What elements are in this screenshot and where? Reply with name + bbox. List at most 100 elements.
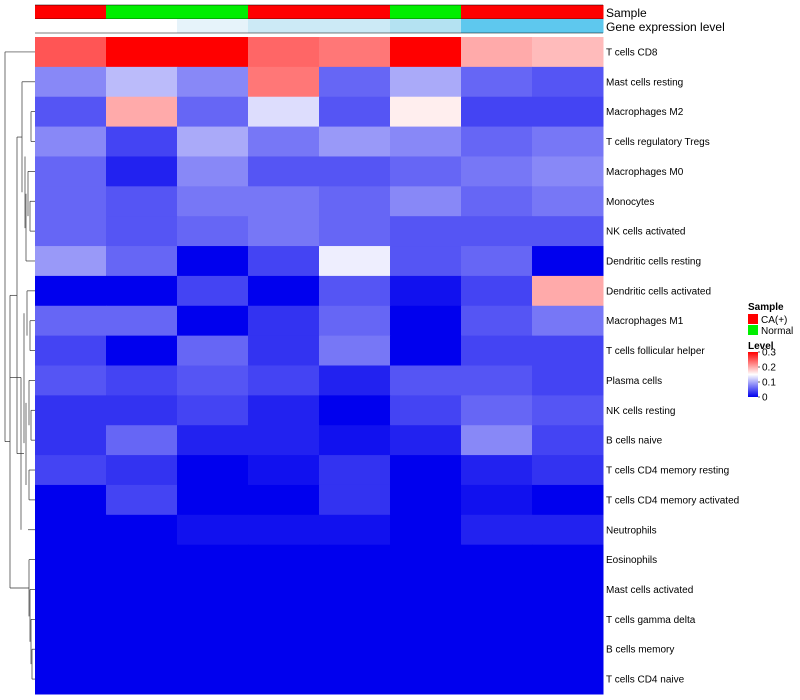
heatmap-cell	[532, 96, 604, 128]
heatmap-cell	[248, 574, 320, 605]
heatmap-cell	[35, 425, 107, 456]
heatmap-cell	[248, 455, 320, 486]
heatmap-cell	[461, 96, 533, 128]
gene-expression-annotation-bar	[35, 19, 604, 34]
heatmap-cell	[319, 634, 391, 665]
heatmap-cell	[248, 544, 320, 576]
sample-annotation-bar	[35, 4, 604, 20]
heatmap-cell	[461, 186, 533, 217]
row-label: NK cells activated	[606, 227, 685, 238]
legend-tick-label: 0	[762, 393, 768, 404]
heatmap-cell	[106, 246, 178, 277]
heatmap-cell	[106, 634, 178, 665]
heatmap-cell	[35, 574, 107, 605]
heatmap-cell	[319, 514, 391, 546]
heatmap-cell	[461, 425, 533, 456]
heatmap-cell	[177, 37, 249, 68]
heatmap-cell	[177, 664, 249, 695]
heatmap-cell	[35, 96, 107, 128]
row-label: Monocytes	[606, 197, 654, 208]
heatmap-cell	[319, 186, 391, 217]
heatmap-cell	[461, 484, 533, 516]
legend-swatch-normal	[748, 325, 758, 335]
row-label: T cells CD4 naive	[606, 675, 685, 686]
heatmap-cell	[35, 37, 107, 68]
heatmap-cell	[319, 66, 391, 98]
heatmap-cell	[461, 604, 533, 635]
sample-annotation-cell	[532, 5, 604, 19]
heatmap-cell	[35, 455, 107, 486]
legend-tick-label: 0.2	[762, 363, 776, 374]
heatmap-cell	[319, 216, 391, 247]
heatmap-cell	[319, 604, 391, 635]
heatmap-cell	[319, 96, 391, 128]
heatmap-cell	[248, 395, 320, 426]
sample-annotation-cell	[35, 5, 107, 19]
heatmap-cell	[35, 544, 107, 576]
heatmap-cell	[177, 156, 249, 187]
heatmap-cell	[532, 574, 604, 605]
heatmap-cell	[35, 305, 107, 337]
heatmap-cell	[35, 514, 107, 546]
heatmap-cell	[248, 664, 320, 695]
heatmap-cell	[390, 66, 462, 98]
heatmap-cell	[532, 305, 604, 337]
heatmap-cell	[390, 604, 462, 635]
heatmap-cell	[35, 604, 107, 635]
heatmap-cell	[177, 544, 249, 576]
gene-expression-annotation-cell	[177, 19, 249, 33]
heatmap-cell	[35, 66, 107, 98]
heatmap-cell	[532, 634, 604, 665]
heatmap-cell	[248, 275, 320, 307]
heatmap-cell	[461, 275, 533, 307]
heatmap-cell	[106, 604, 178, 635]
heatmap-cell	[532, 544, 604, 576]
heatmap-cell	[177, 425, 249, 456]
heatmap-cell	[319, 37, 391, 68]
heatmap-cell	[532, 365, 604, 396]
gene-expression-annotation-cell	[461, 19, 533, 33]
heatmap-cell	[319, 275, 391, 307]
heatmap-cell	[177, 604, 249, 635]
heatmap-cell	[106, 514, 178, 546]
heatmap-cell	[532, 514, 604, 546]
heatmap-cell	[106, 365, 178, 396]
annotation-label-sample: Sample	[606, 6, 647, 20]
heatmap-cell	[177, 96, 249, 128]
heatmap-cell	[248, 604, 320, 635]
heatmap-cell	[532, 455, 604, 486]
heatmap-cell	[461, 634, 533, 665]
heatmap-cell	[461, 335, 533, 366]
heatmap-cell	[461, 544, 533, 576]
heatmap-cell	[532, 275, 604, 307]
heatmap-cell	[106, 574, 178, 605]
legend-tick-label: 0.3	[762, 348, 776, 359]
heatmap-cell	[35, 335, 107, 366]
heatmap-cell	[248, 216, 320, 247]
heatmap-cell	[532, 216, 604, 247]
heatmap-cell	[35, 156, 107, 187]
heatmap-cell	[248, 96, 320, 128]
heatmap-cell	[35, 634, 107, 665]
heatmap-cell	[461, 66, 533, 98]
heatmap-cell	[461, 246, 533, 277]
heatmap-cell	[461, 216, 533, 247]
heatmap-cell	[390, 335, 462, 366]
row-label: T cells follicular helper	[606, 346, 705, 357]
legend-entry-normal: Normal	[761, 326, 793, 337]
heatmap-cell	[390, 455, 462, 486]
heatmap-cell	[532, 126, 604, 157]
heatmap-cell	[248, 305, 320, 337]
row-label: Macrophages M1	[606, 316, 684, 327]
heatmap-cell	[390, 216, 462, 247]
heatmap-cell	[177, 365, 249, 396]
row-label: Macrophages M2	[606, 107, 684, 118]
legend-level-ticks: 0.3 0.2 0.1 0	[758, 348, 776, 404]
row-dendrogram	[4, 51, 35, 680]
heatmap-cell	[248, 425, 320, 456]
row-label: T cells CD8	[606, 47, 658, 58]
heatmap-cell	[106, 484, 178, 516]
heatmap-cell	[461, 305, 533, 337]
heatmap-cell	[390, 96, 462, 128]
row-label: Macrophages M0	[606, 167, 684, 178]
